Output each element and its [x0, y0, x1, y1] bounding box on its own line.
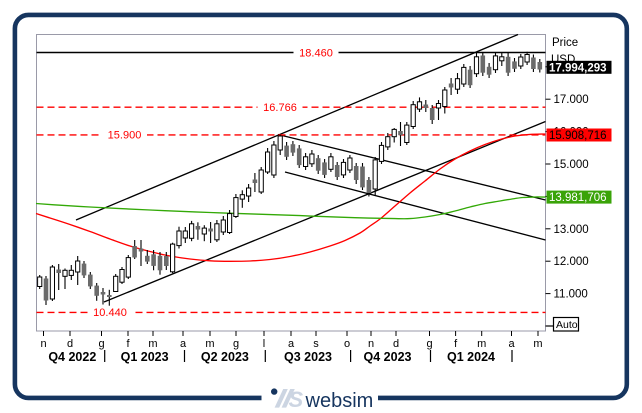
svg-text:m: m	[205, 338, 214, 350]
svg-text:g: g	[426, 338, 432, 350]
svg-text:f: f	[454, 338, 458, 350]
svg-text:16.766: 16.766	[263, 102, 297, 114]
svg-text:11.000: 11.000	[554, 289, 588, 301]
svg-text:l: l	[263, 338, 265, 350]
svg-text:d: d	[67, 338, 73, 350]
svg-text:a: a	[180, 338, 187, 350]
svg-text:15.000: 15.000	[554, 159, 589, 171]
svg-text:Q1 2023: Q1 2023	[121, 350, 169, 364]
svg-text:12.000: 12.000	[554, 256, 589, 268]
svg-text:Price: Price	[552, 37, 578, 49]
svg-text:websim: websim	[305, 390, 374, 412]
svg-text:a: a	[508, 338, 515, 350]
svg-text:f: f	[126, 338, 130, 350]
svg-text:d: d	[393, 338, 399, 350]
svg-text:n: n	[40, 338, 46, 350]
svg-text:m: m	[477, 338, 486, 350]
svg-text:10.440: 10.440	[93, 307, 127, 319]
svg-text:15.908,716: 15.908,716	[549, 130, 607, 142]
svg-text:s: s	[313, 338, 319, 350]
svg-text:18.460: 18.460	[299, 47, 333, 59]
svg-text:Q4 2023: Q4 2023	[364, 350, 412, 364]
svg-text:n: n	[368, 338, 374, 350]
svg-text:Q3 2023: Q3 2023	[284, 350, 332, 364]
svg-text:Q2 2023: Q2 2023	[201, 350, 249, 364]
svg-text:m: m	[533, 338, 542, 350]
svg-text:17.000: 17.000	[554, 94, 589, 106]
svg-text:g: g	[233, 338, 239, 350]
svg-text:g: g	[98, 338, 104, 350]
svg-text:13.981,706: 13.981,706	[549, 192, 607, 204]
svg-text:S: S	[289, 387, 304, 412]
svg-text:13.000: 13.000	[554, 224, 589, 236]
svg-text:o: o	[344, 338, 350, 350]
svg-text:m: m	[148, 338, 157, 350]
svg-text:Q1 2024: Q1 2024	[447, 350, 495, 364]
svg-text:17.994,293: 17.994,293	[549, 62, 607, 74]
svg-text:Auto: Auto	[556, 319, 578, 331]
svg-text:a: a	[288, 338, 295, 350]
svg-text:Q4 2022: Q4 2022	[48, 350, 96, 364]
svg-text:15.900: 15.900	[108, 130, 142, 142]
